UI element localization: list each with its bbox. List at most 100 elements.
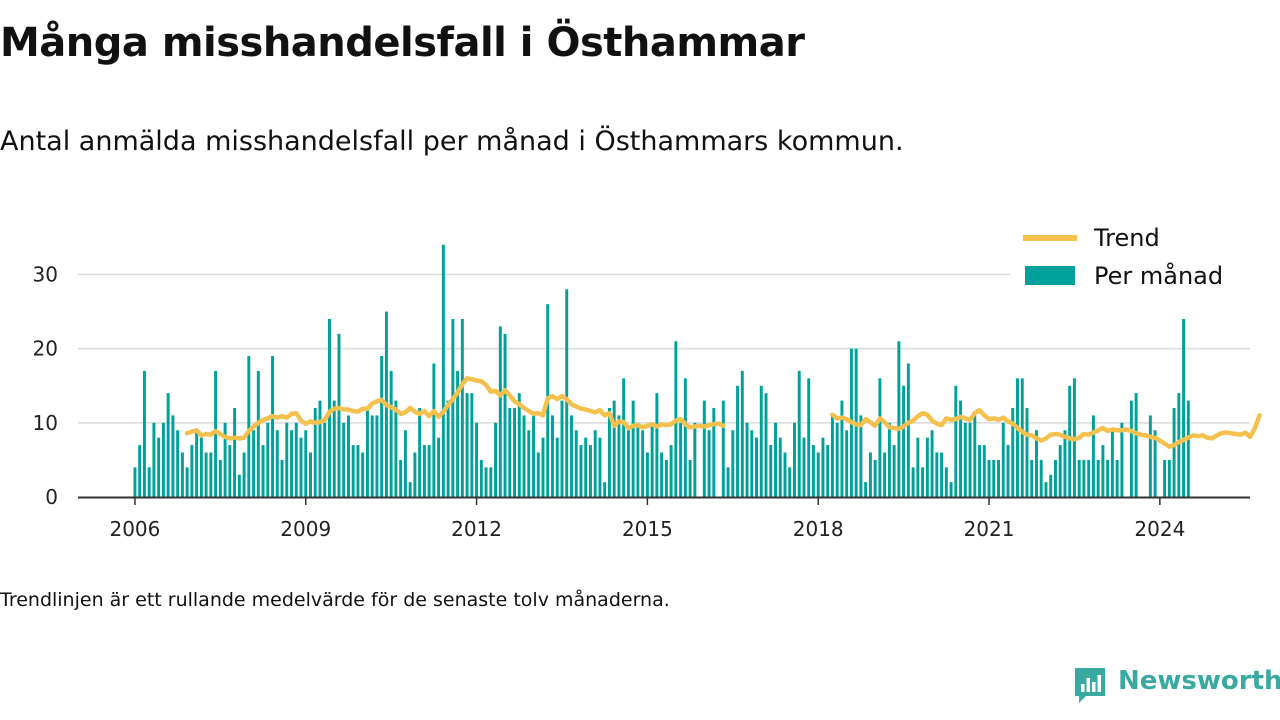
bar bbox=[1134, 393, 1138, 497]
bar bbox=[793, 422, 796, 497]
bar bbox=[161, 422, 165, 497]
trend-line-segment bbox=[830, 407, 1262, 449]
bar bbox=[736, 385, 740, 497]
bar bbox=[607, 408, 611, 497]
bar bbox=[944, 467, 948, 497]
bar bbox=[731, 430, 735, 497]
bar bbox=[997, 459, 1000, 497]
bar bbox=[422, 445, 426, 497]
bar bbox=[845, 430, 849, 497]
bar bbox=[626, 430, 630, 497]
bar bbox=[788, 467, 792, 497]
bar bbox=[346, 415, 350, 497]
bar bbox=[375, 415, 379, 497]
bar bbox=[1063, 430, 1067, 497]
bar bbox=[769, 445, 773, 497]
bar bbox=[1167, 459, 1171, 497]
bar bbox=[1011, 408, 1015, 497]
chart-title: Många misshandelsfall i Östhammar bbox=[0, 20, 805, 66]
bar bbox=[290, 430, 293, 497]
bar bbox=[356, 445, 360, 497]
bar bbox=[242, 452, 246, 497]
bar bbox=[460, 319, 464, 497]
bar bbox=[636, 422, 640, 497]
bar bbox=[1058, 445, 1062, 497]
bar bbox=[503, 333, 507, 497]
bar bbox=[750, 430, 754, 497]
bar bbox=[1039, 459, 1043, 497]
bar bbox=[190, 445, 194, 497]
bar bbox=[180, 452, 184, 497]
bar bbox=[370, 415, 374, 497]
chart-subtitle: Antal anmälda misshandelsfall per månad … bbox=[0, 126, 904, 157]
bar bbox=[664, 459, 668, 497]
bar bbox=[1172, 408, 1176, 497]
bar bbox=[313, 408, 317, 497]
bar bbox=[1006, 445, 1010, 497]
bar bbox=[660, 452, 664, 497]
y-axis-ticks: 0 10 20 30 bbox=[33, 263, 58, 510]
bar bbox=[759, 385, 763, 497]
bar bbox=[176, 430, 180, 497]
bar bbox=[152, 422, 156, 497]
bar bbox=[745, 422, 749, 497]
bar bbox=[261, 445, 265, 497]
bar bbox=[1035, 430, 1038, 497]
bar bbox=[247, 356, 251, 497]
bar bbox=[1186, 400, 1190, 497]
bar bbox=[911, 467, 915, 497]
bar bbox=[389, 370, 393, 497]
bar bbox=[451, 319, 455, 497]
bar bbox=[726, 467, 730, 497]
bar bbox=[479, 459, 483, 497]
bar bbox=[446, 400, 450, 497]
bar bbox=[1082, 459, 1086, 497]
bar bbox=[973, 415, 977, 497]
bar bbox=[840, 400, 844, 497]
bar bbox=[1016, 378, 1019, 497]
bar bbox=[494, 422, 498, 497]
bar bbox=[1106, 459, 1110, 497]
bar bbox=[427, 445, 431, 497]
bar bbox=[1049, 474, 1053, 497]
bar bbox=[683, 378, 687, 497]
bar bbox=[631, 400, 635, 497]
trend-line-segment bbox=[184, 376, 726, 441]
bar bbox=[721, 400, 725, 497]
bar bbox=[641, 430, 645, 497]
bar bbox=[921, 467, 925, 497]
bar bbox=[864, 482, 868, 497]
bar bbox=[441, 244, 445, 497]
bar bbox=[351, 445, 355, 497]
bar bbox=[859, 415, 863, 497]
bar bbox=[1091, 415, 1095, 497]
bar bbox=[256, 370, 260, 497]
bar bbox=[622, 378, 626, 497]
bar bbox=[645, 452, 649, 497]
bar bbox=[522, 415, 526, 497]
bar bbox=[166, 393, 170, 497]
bar bbox=[214, 370, 218, 497]
bar bbox=[323, 422, 327, 497]
bar bbox=[883, 452, 887, 497]
bar bbox=[916, 437, 920, 497]
bar bbox=[280, 459, 284, 497]
bar bbox=[285, 422, 289, 497]
bar bbox=[679, 422, 683, 497]
bar bbox=[1110, 430, 1114, 497]
bar bbox=[902, 385, 906, 497]
bar bbox=[185, 467, 189, 497]
bar bbox=[574, 430, 578, 497]
bar bbox=[778, 437, 782, 497]
y-tick-label: 0 bbox=[45, 485, 58, 509]
bar bbox=[584, 437, 588, 497]
bar bbox=[588, 445, 592, 497]
bar bbox=[498, 326, 502, 497]
bar bbox=[774, 422, 777, 497]
bar bbox=[171, 415, 175, 497]
bar bbox=[399, 459, 403, 497]
x-tick-label: 2015 bbox=[622, 517, 673, 541]
bar bbox=[328, 319, 331, 497]
bar bbox=[579, 445, 583, 497]
bar bbox=[237, 474, 241, 497]
